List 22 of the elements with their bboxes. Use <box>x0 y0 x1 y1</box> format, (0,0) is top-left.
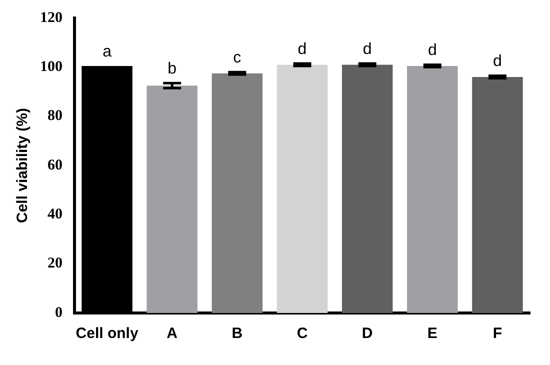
y-tick-label: 60 <box>48 157 62 174</box>
x-tick-label: A <box>166 325 178 342</box>
annotation: b <box>168 60 177 78</box>
y-axis-title: Cell viability (%) <box>14 108 32 224</box>
y-tick-label: 0 <box>55 304 62 321</box>
x-tick-label: C <box>296 325 308 342</box>
y-tick-label: 20 <box>48 256 62 272</box>
annotation: c <box>233 49 242 66</box>
y-tick-label: 120 <box>40 10 62 26</box>
y-tick-label: 40 <box>48 206 62 223</box>
annotation: d <box>362 40 372 58</box>
x-tick-label: B <box>232 325 243 342</box>
annotation: a <box>102 43 112 60</box>
annotation: d <box>493 53 502 70</box>
x-tick-label: Cell only <box>76 325 139 342</box>
x-tick-label: D <box>362 325 373 342</box>
y-tick-label: 80 <box>48 108 62 124</box>
x-tick-label: E <box>427 325 438 342</box>
y-tick-label: 100 <box>40 59 62 76</box>
annotation: d <box>298 40 307 58</box>
x-tick-label: F <box>492 325 502 342</box>
annotation: d <box>428 42 437 60</box>
